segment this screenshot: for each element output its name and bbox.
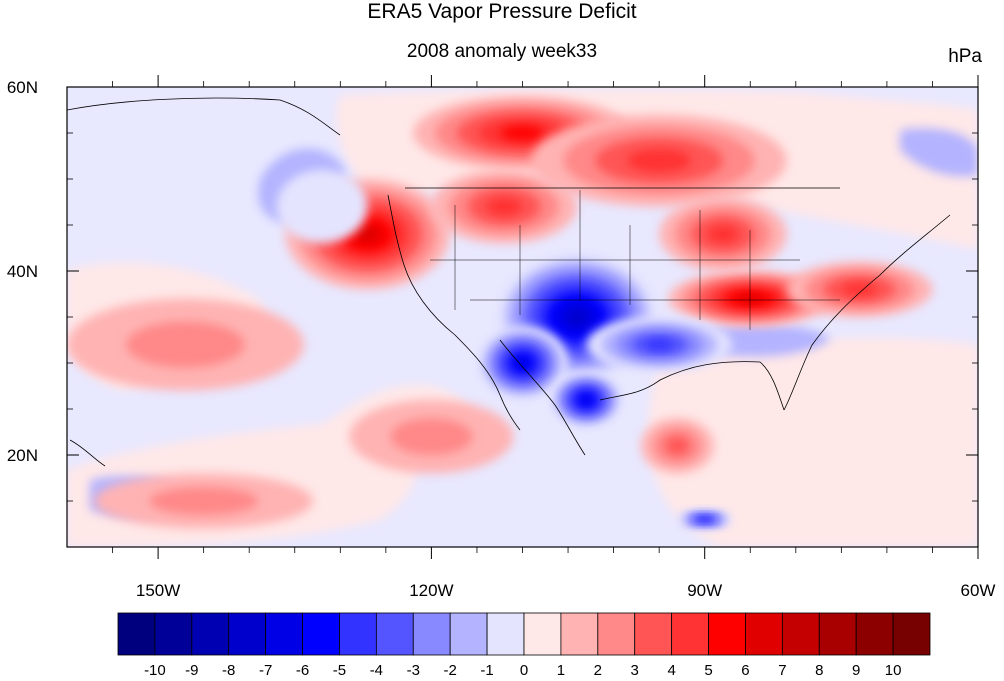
colorbar-label: 8 — [815, 662, 823, 679]
y-tick-label: 20N — [7, 446, 38, 465]
colorbar-label: 4 — [667, 662, 675, 679]
colorbar-label: 7 — [778, 662, 786, 679]
colorbar-label: 3 — [631, 662, 639, 679]
x-tick-label: 120W — [409, 581, 453, 600]
map-title: ERA5 Vapor Pressure Deficit — [367, 0, 637, 23]
colorbar-label: -2 — [444, 662, 457, 679]
colorbar-swatch — [781, 612, 820, 656]
negative-anomaly-region — [581, 395, 592, 404]
colorbar-label: -7 — [259, 662, 272, 679]
state-lines — [430, 259, 840, 301]
positive-anomaly-region — [706, 225, 739, 244]
colorbar-swatch — [708, 612, 746, 656]
colorbar-swatch — [818, 612, 857, 656]
colorbar-label: 1 — [557, 662, 565, 679]
colorbar-swatch — [191, 612, 230, 656]
colorbar-label: 2 — [594, 662, 602, 679]
x-tick-label: 90W — [687, 581, 722, 600]
positive-anomaly-region — [627, 149, 692, 173]
negative-anomaly-region — [566, 308, 588, 326]
anomaly-features — [67, 96, 933, 529]
positive-anomaly-region — [486, 197, 523, 216]
alaska-coast — [67, 97, 341, 136]
colorbar-swatch — [339, 612, 377, 656]
positive-anomaly-region — [500, 125, 545, 141]
positive-anomaly-region — [126, 321, 245, 368]
anomaly-patch-light-red — [648, 337, 978, 547]
positive-anomaly-region — [665, 436, 690, 455]
colorbar-label: 10 — [885, 662, 902, 679]
negative-anomaly-region — [515, 357, 530, 369]
colorbar-label: -1 — [480, 662, 493, 679]
map-subtitle: 2008 anomaly week33 — [406, 41, 598, 62]
colorbar-swatch — [154, 612, 193, 656]
positive-anomaly-region — [353, 225, 382, 244]
colorbar-swatch — [228, 612, 267, 656]
colorbar-swatch — [597, 612, 636, 656]
coastlines — [67, 97, 951, 467]
axis-ticks: 150W 120W 90W 60W 60N 40N 20N — [7, 75, 996, 600]
colorbar-swatch — [523, 612, 562, 656]
east-coastline — [783, 214, 951, 411]
colorbar-label: -10 — [144, 662, 166, 679]
x-tick-label: 150W — [136, 581, 180, 600]
negative-anomaly-region — [700, 517, 710, 521]
colorbar-swatch — [892, 612, 931, 656]
colorbar-swatch — [855, 612, 894, 656]
colorbar-swatch — [412, 612, 451, 656]
positive-anomaly-region — [390, 418, 473, 455]
anomaly-patch-light-blue — [900, 128, 978, 177]
positive-anomaly-region — [148, 487, 259, 515]
hawaii-islands — [69, 439, 106, 467]
colorbar-label: -9 — [185, 662, 198, 679]
colorbar-label: -4 — [370, 662, 383, 679]
anomaly-field — [67, 89, 978, 547]
colorbar-swatch — [745, 612, 783, 656]
west-coastline — [387, 194, 521, 431]
colorbar-swatch — [449, 612, 488, 656]
negative-anomaly-region — [644, 339, 674, 351]
colorbar-label: -5 — [333, 662, 346, 679]
colorbar-swatch — [117, 612, 156, 656]
gulf-coastline — [599, 361, 785, 411]
colorbar-swatch — [375, 612, 414, 656]
colorbar-label: 9 — [852, 662, 860, 679]
x-tick-label: 60W — [961, 581, 996, 600]
y-tick-label: 60N — [7, 78, 38, 97]
state-lines — [454, 190, 751, 330]
colorbar-label: -8 — [222, 662, 235, 679]
colorbar-label: 0 — [520, 662, 528, 679]
colorbar-label: 5 — [704, 662, 712, 679]
baja-mexico-coast — [499, 339, 586, 456]
colorbar: -10 -9 -8 -7 -6 -5 -4 -3 -2 -1 0 1 2 3 4 5 6 7 8 9 10 — [117, 612, 931, 679]
colorbar-swatch — [486, 612, 525, 656]
colorbar-label: -6 — [296, 662, 309, 679]
negative-anomaly-region — [276, 169, 368, 244]
colorbar-label: 6 — [741, 662, 749, 679]
colorbar-swatch — [265, 612, 303, 656]
colorbar-swatch — [634, 612, 673, 656]
units-label: hPa — [948, 46, 982, 67]
y-tick-label: 40N — [7, 262, 38, 281]
colorbar-swatch — [302, 612, 340, 656]
colorbar-label: -3 — [407, 662, 420, 679]
colorbar-swatch — [560, 612, 599, 656]
positive-anomaly-region — [841, 282, 878, 297]
colorbar-swatch — [671, 612, 709, 656]
